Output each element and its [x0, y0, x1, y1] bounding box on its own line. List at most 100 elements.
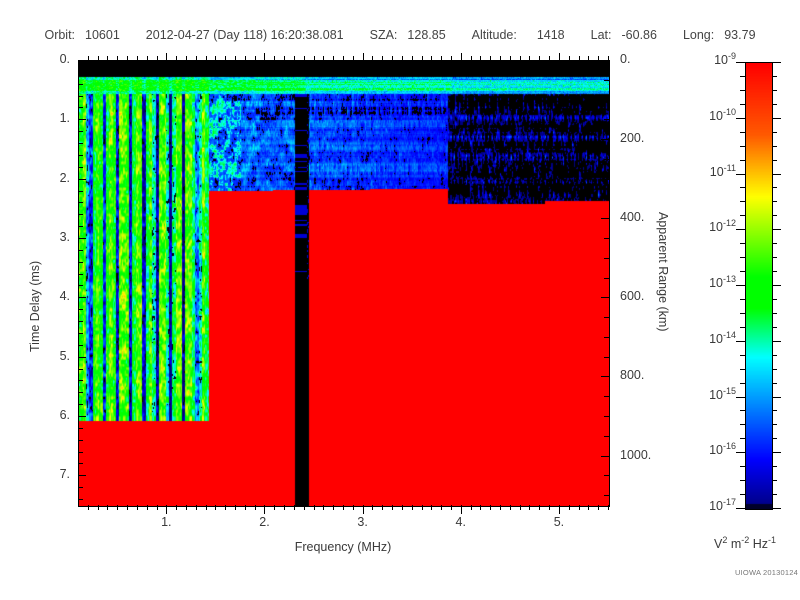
colorbar-tick	[740, 90, 745, 91]
colorbar-units: V2 m-2 Hz-1	[690, 535, 800, 551]
observation-datetime: 2012-04-27 (Day 118) 16:20:38.081	[145, 28, 344, 42]
colorbar-tick	[772, 452, 781, 453]
colorbar-base: 10	[709, 108, 723, 123]
orbit-label: Orbit:	[44, 28, 76, 42]
colorbar-tick	[736, 174, 745, 175]
colorbar-exponent: -9	[727, 51, 736, 61]
y-axis-right-tick-label: 1000.	[620, 447, 652, 462]
colorbar-tick	[736, 452, 745, 453]
colorbar-tick	[736, 341, 745, 342]
colorbar-tick	[772, 424, 777, 425]
x-axis-tick-label: 5.	[553, 515, 565, 529]
colorbar-tick	[772, 369, 777, 370]
y-axis-left-tick-label: 3.	[59, 230, 70, 244]
colorbar-tick	[772, 327, 777, 328]
colorbar-tick	[772, 466, 777, 467]
colorbar-base: 10	[709, 443, 723, 458]
colorbar-tick	[772, 146, 777, 147]
colorbar-exponent: -16	[722, 441, 736, 452]
colorbar-tick	[740, 243, 745, 244]
colorbar-tick	[772, 494, 777, 495]
colorbar-tick	[772, 313, 777, 314]
colorbar-exponent: -17	[722, 497, 736, 507]
y-axis-left-tick-label: 1.	[59, 111, 70, 126]
colorbar-tick	[772, 229, 781, 230]
colorbar-tick	[772, 160, 777, 161]
colorbar-tick	[740, 132, 745, 133]
colorbar-base: 10	[709, 164, 724, 179]
y-axis-left-title: Time Delay (ms)	[28, 260, 42, 352]
colorbar-tick	[772, 508, 781, 509]
colorbar-tick	[736, 508, 745, 509]
colorbar-exponent: -15	[722, 385, 736, 396]
ionogram-heatmap	[78, 60, 610, 507]
altitude-value: 1418	[536, 28, 565, 42]
y-axis-right-title: Apparent Range (km)	[656, 212, 670, 332]
y-axis-left-tick-label: 7.	[59, 467, 70, 482]
orbit-value: 10601	[85, 28, 120, 42]
colorbar-tick	[772, 271, 777, 272]
x-axis-tick-label: 3.	[357, 515, 368, 529]
colorbar-tick	[740, 438, 745, 439]
colorbar-base: 10	[714, 53, 728, 68]
colorbar-tick	[740, 313, 745, 314]
units-hertz-exp: -1	[768, 535, 777, 545]
colorbar-tick	[772, 62, 781, 63]
colorbar-exponent: -10	[722, 106, 736, 117]
longitude-value: 93.79	[724, 28, 756, 42]
colorbar-tick-label: 10-17	[692, 497, 736, 513]
colorbar-tick	[740, 160, 745, 161]
y-axis-right-tick-label: 400.	[620, 210, 645, 225]
y-axis-right-tick-label: 200.	[620, 131, 645, 146]
latitude-label: Lat:	[590, 28, 612, 42]
colorbar-tick	[772, 118, 781, 119]
latitude-value: -60.86	[621, 28, 657, 42]
colorbar-tick	[740, 466, 745, 467]
units-volt-exp: 2	[722, 535, 728, 545]
y-axis-right-tick-label: 0.	[620, 52, 631, 66]
y-axis-right-tick-label: 800.	[620, 368, 645, 383]
colorbar-tick	[772, 174, 781, 175]
colorbar-tick	[772, 410, 777, 411]
colorbar-base: 10	[709, 499, 723, 514]
colorbar-tick	[740, 383, 745, 384]
colorbar-exponent: -14	[722, 329, 736, 340]
colorbar-tick	[772, 299, 777, 300]
sza-value: 128.85	[407, 28, 446, 42]
colorbar-tick	[740, 327, 745, 328]
colorbar-tick	[772, 201, 777, 202]
colorbar-tick	[736, 62, 745, 63]
colorbar-tick	[740, 355, 745, 356]
colorbar-base: 10	[709, 387, 723, 402]
units-volt: V	[713, 537, 723, 552]
colorbar-tick	[740, 146, 745, 147]
colorbar-tick	[772, 341, 781, 342]
colorbar-tick	[772, 438, 777, 439]
colorbar-tick	[740, 271, 745, 272]
colorbar-tick	[740, 257, 745, 258]
colorbar-tick	[772, 90, 777, 91]
colorbar-tick	[736, 285, 745, 286]
colorbar-tick-label: 10-16	[692, 441, 736, 457]
credit-stamp: UIOWA 20130124	[735, 568, 798, 577]
colorbar-tick	[772, 397, 781, 398]
colorbar-tick	[772, 104, 777, 105]
colorbar-tick-label: 10-14	[692, 330, 736, 346]
colorbar-right-ticks	[771, 62, 781, 509]
y-axis-left-tick-label: 0.	[59, 52, 70, 66]
colorbar-tick	[772, 355, 777, 356]
colorbar-tick	[736, 229, 745, 230]
colorbar-tick	[740, 299, 745, 300]
ionogram-canvas	[79, 61, 609, 506]
colorbar-tick	[740, 494, 745, 495]
colorbar-tick-label: 10-13	[692, 274, 736, 290]
colorbar-tick	[740, 201, 745, 202]
colorbar-tick	[736, 397, 745, 398]
units-hertz: Hz	[752, 537, 769, 552]
longitude-label: Long:	[682, 28, 715, 42]
colorbar-tick	[772, 187, 777, 188]
colorbar-tick-label: 10-15	[692, 386, 736, 402]
x-axis-tick-label: 2.	[259, 515, 270, 529]
colorbar	[745, 62, 773, 510]
colorbar-tick	[772, 257, 777, 258]
